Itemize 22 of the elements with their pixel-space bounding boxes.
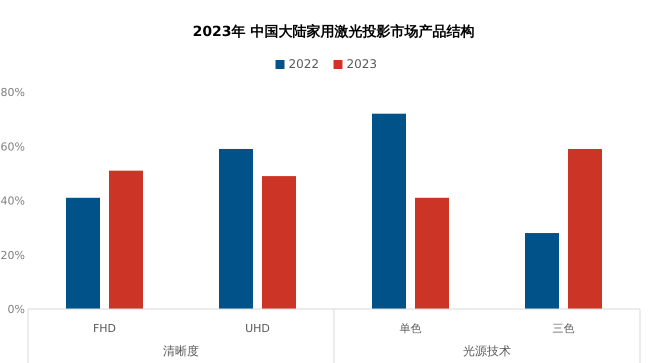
legend-label: 2023 — [346, 57, 378, 71]
y-tick-label: 60% — [0, 140, 25, 154]
y-tick-label: 20% — [0, 248, 25, 262]
y-tick-label: 0% — [8, 303, 25, 316]
x-tick-label: UHD — [245, 322, 270, 335]
text: 清晰度 — [163, 344, 199, 358]
bar — [66, 198, 100, 309]
bar — [219, 148, 253, 309]
bar — [525, 233, 559, 309]
x-tick-label: FHD — [92, 322, 116, 335]
bar — [372, 114, 406, 309]
chart-title: 2023年 中国大陆家用激光投影市场产品结构 — [192, 23, 474, 40]
legend-label: 2022 — [288, 57, 320, 71]
bar — [568, 148, 602, 309]
x-tick-label: 单色 — [400, 322, 422, 335]
bar — [262, 176, 296, 309]
x-tick-label: 三色 — [552, 322, 574, 335]
text: 光源技术 — [463, 344, 511, 358]
y-tick-label: 40% — [0, 194, 25, 208]
y-tick-label: 80% — [0, 86, 25, 99]
bar — [415, 198, 449, 309]
bar — [109, 170, 143, 309]
